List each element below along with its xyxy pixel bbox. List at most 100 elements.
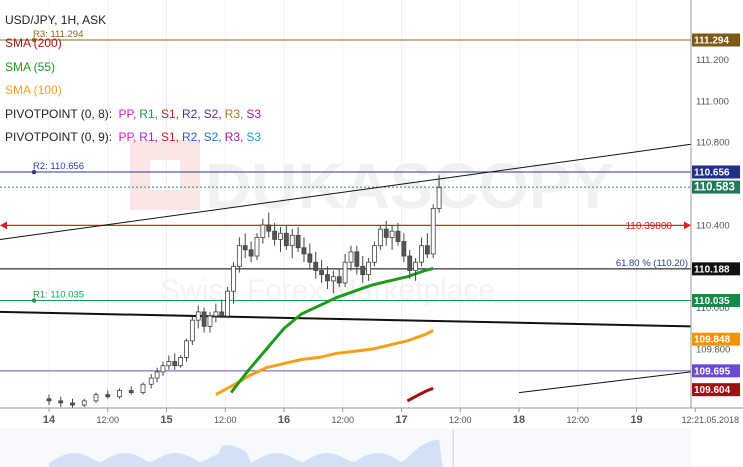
candle-41 [336, 268, 342, 288]
candle-24 [236, 237, 242, 273]
tag-price: 110.583 [694, 182, 735, 194]
candle-body [413, 261, 419, 271]
candle-22 [225, 287, 231, 319]
sma55-line [229, 266, 434, 394]
candle-body [383, 228, 389, 238]
candle-23 [231, 262, 236, 304]
candle-6 [117, 388, 122, 399]
candle-body [219, 311, 225, 317]
candle-35 [301, 237, 307, 263]
tag-sma-1: 109.604 [694, 385, 731, 396]
candle-12 [166, 355, 172, 370]
candle-body [354, 251, 360, 267]
x-tick-label-9: 12:00 [566, 415, 589, 425]
y-tick-label-0: 111.200 [696, 55, 729, 66]
tag-r3: 111.294 [694, 36, 729, 47]
candle-18 [201, 307, 207, 333]
candle-body [184, 340, 189, 358]
sma200-line [406, 386, 434, 403]
candle-37 [313, 251, 319, 279]
pivot-item-s1: S1, [160, 130, 179, 145]
candle-body [295, 234, 301, 249]
candle-body [242, 245, 248, 251]
resistance-arrow-right [684, 221, 691, 230]
trendline-2 [518, 371, 692, 394]
candle-body [430, 208, 436, 255]
candle-body [81, 400, 87, 406]
candle-body [231, 265, 236, 292]
candle-body [154, 371, 160, 379]
candle-43 [348, 245, 354, 271]
candle-53 [407, 249, 413, 279]
candle-25 [242, 233, 248, 259]
candle-body [178, 357, 184, 367]
candle-body [342, 261, 348, 284]
pivot-item-pp: PP, [118, 106, 137, 121]
candle-body [401, 241, 407, 257]
candle-44 [354, 245, 360, 275]
svg-text:DUKASCOPY: DUKASCOPY [205, 150, 614, 222]
legend-sma100[interactable]: SMA (100) [5, 83, 62, 98]
candle-10 [154, 367, 160, 383]
y-tick-label-3: 110.400 [696, 220, 730, 231]
candle-51 [395, 222, 401, 246]
candle-54 [413, 258, 419, 281]
volume-area-path [49, 439, 443, 467]
candle-body [325, 274, 330, 282]
level-dot-r1 [31, 298, 37, 303]
legend-pivot-8[interactable]: PIVOTPOINT (0, 8): PP, R1, S1, R2, S2, R3, S3 [5, 103, 267, 126]
pivot-item-r1: R1, [139, 130, 158, 145]
legend-pivot-8-label: PIVOTPOINT (0, 8): [5, 106, 113, 121]
candle-31 [278, 227, 283, 252]
pivot-item-s3: S3 [246, 106, 262, 121]
candle-body [105, 394, 111, 398]
candle-27 [254, 233, 260, 261]
pivot-item-s3: S3 [246, 130, 262, 145]
candle-30 [272, 222, 278, 246]
candle-body [93, 394, 99, 402]
x-tick-label-7: 12:00 [449, 415, 472, 425]
candle-5 [105, 390, 111, 399]
pivot-item-r2: R2, [181, 106, 201, 121]
candle-body [189, 319, 195, 342]
candle-body [225, 290, 231, 317]
candle-body [248, 249, 254, 257]
candle-55 [419, 237, 424, 267]
candle-body [70, 402, 75, 406]
candle-body [148, 377, 154, 385]
x-tick-label-11: 12:21.05.2018 [681, 415, 739, 425]
y-tick-label-2: 110.800 [696, 138, 730, 149]
level-dot-r2 [31, 169, 37, 175]
tag-sma-0-bg [692, 332, 740, 346]
legend-pivot-9[interactable]: PIVOTPOINT (0, 9): PP, R1, S1, R2, S2, R3, S3 [5, 126, 267, 149]
candle-32 [283, 224, 289, 250]
candle-body [336, 276, 342, 284]
candle-42 [342, 253, 348, 288]
candle-0 [46, 394, 52, 405]
candle-body [166, 361, 172, 367]
candle-body [46, 398, 52, 402]
candle-40 [330, 270, 336, 294]
tag-price-bg [692, 180, 740, 194]
legend-sma55[interactable]: SMA (55) [5, 59, 56, 74]
candle-26 [248, 241, 254, 263]
candle-21 [219, 299, 225, 319]
y-tick-label-4: 110.000 [696, 303, 730, 314]
x-axis-bg [0, 408, 691, 428]
y-axis: 111.200 111.000 110.800 110.400 110.000 109.8… [690, 0, 743, 467]
candle-1 [58, 396, 64, 408]
x-tick-label-10: 19 [630, 414, 642, 426]
candle-16 [189, 316, 195, 345]
candle-29 [266, 212, 272, 238]
pivot-levels: R3: 111.294 R2: 110.656 R1: 110.035 110.398… [0, 29, 691, 372]
candle-14 [178, 355, 184, 368]
legend-sma200[interactable]: SMA (200) [5, 36, 62, 51]
candle-20 [213, 303, 219, 323]
x-axis: 14 12:00 15 12:00 16 12:00 17 12:00 18 12:00 19 12:… [0, 407, 743, 428]
candle-57 [430, 204, 436, 259]
y-tick-label-5: 109.800 [696, 345, 730, 356]
candle-52 [401, 233, 407, 263]
pivot-item-s2: S2, [203, 130, 222, 145]
tag-sma-0: 109.848 [694, 335, 731, 346]
candle-body [172, 361, 178, 367]
